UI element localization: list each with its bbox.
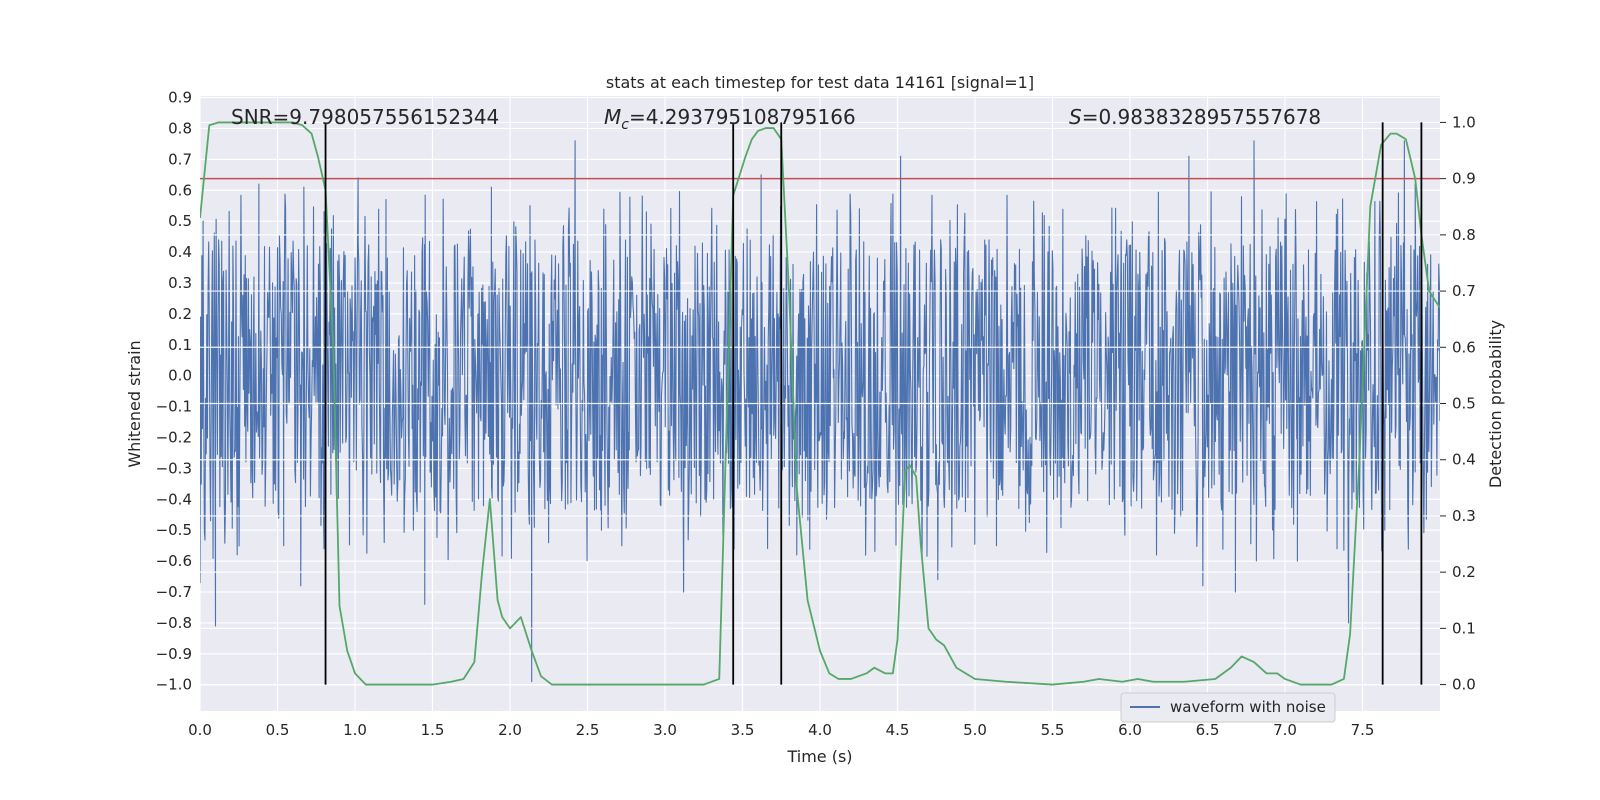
legend-label: waveform with noise	[1170, 698, 1326, 716]
y-tick-label-left: −0.7	[156, 583, 192, 601]
y-tick-label-left: −0.4	[156, 490, 192, 508]
x-tick-label: 2.0	[498, 721, 522, 739]
x-tick-label: 5.0	[963, 721, 987, 739]
y-tick-label-left: 0.5	[168, 212, 192, 230]
x-tick-label: 4.0	[808, 721, 832, 739]
y-tick-label-left: −0.9	[156, 645, 192, 663]
y-tick-label-right: 0.6	[1452, 338, 1476, 356]
y-tick-label-left: 0.9	[168, 89, 192, 107]
y-tick-label-left: 0.4	[168, 243, 192, 261]
y-tick-label-right: 0.8	[1452, 226, 1476, 244]
x-tick-label: 5.5	[1041, 721, 1065, 739]
x-tick-label: 4.5	[886, 721, 910, 739]
y-tick-label-left: −0.3	[156, 459, 192, 477]
score-annotation: S=0.9838328957557678	[1069, 105, 1321, 129]
y-axis-label-right: Detection probability	[1486, 320, 1505, 488]
y-tick-label-left: 0.1	[168, 336, 192, 354]
y-axis-label-left: Whitened strain	[125, 340, 144, 467]
y-tick-label-left: −1.0	[156, 676, 192, 694]
y-tick-label-left: 0.0	[168, 367, 192, 385]
s-value: =0.9838328957557678	[1082, 105, 1321, 129]
y-tick-label-left: 0.2	[168, 305, 192, 323]
chart-title: stats at each timestep for test data 141…	[606, 73, 1034, 92]
legend: waveform with noise	[1120, 692, 1336, 723]
x-axis-ticks: 0.0 0.5 1.0 1.5 2.0 2.5 3.0 3.5 4.0 4.5 5.0 5.5 6.0 6…	[188, 721, 1374, 739]
legend-box	[1120, 692, 1336, 723]
x-tick-label: 7.5	[1351, 721, 1375, 739]
strain-line	[200, 140, 1440, 683]
y-tick-label-left: 0.8	[168, 119, 192, 137]
y-tick-label-right: 0.1	[1452, 619, 1476, 637]
x-tick-label: 0.0	[188, 721, 212, 739]
y-tick-label-right: 0.0	[1452, 676, 1476, 694]
x-tick-label: 0.5	[266, 721, 290, 739]
y-tick-label-left: −0.1	[156, 398, 192, 416]
y-tick-label-right: 0.2	[1452, 563, 1476, 581]
y-tick-label-right: 0.3	[1452, 507, 1476, 525]
y-tick-label-right: 1.0	[1452, 113, 1476, 131]
x-tick-label: 6.5	[1196, 721, 1220, 739]
y-tick-label-left: 0.7	[168, 150, 192, 168]
x-tick-label: 1.5	[421, 721, 445, 739]
x-tick-label: 2.5	[576, 721, 600, 739]
probability-line	[200, 121, 1440, 686]
x-tick-label: 6.0	[1118, 721, 1142, 739]
mc-symbol: M	[604, 105, 621, 129]
y-tick-label-right: 0.7	[1452, 282, 1476, 300]
strain-series	[200, 140, 1440, 683]
y-tick-label-left: −0.5	[156, 521, 192, 539]
y-tick-label-left: 0.6	[168, 181, 192, 199]
y-tick-label-right: 0.4	[1452, 451, 1476, 469]
x-tick-label: 1.0	[343, 721, 367, 739]
snr-annotation: SNR=9.798057556152344	[231, 105, 499, 129]
y-tick-label-left: 0.3	[168, 274, 192, 292]
mc-value: =4.293795108795166	[629, 105, 856, 129]
x-axis-label: Time (s)	[786, 747, 852, 766]
mc-subscript: c	[621, 117, 629, 133]
y-tick-label-left: −0.6	[156, 552, 192, 570]
x-tick-label: 7.0	[1273, 721, 1297, 739]
x-tick-label: 3.5	[731, 721, 755, 739]
y-tick-label-right: 0.5	[1452, 395, 1476, 413]
left-axis-ticks: 0.9 0.8 0.7 0.6 0.5 0.4 0.3 0.2 0.1 0.0 −0.1 −0.2 −0…	[156, 89, 192, 694]
chirp-mass-annotation: Mc=4.293795108795166	[604, 105, 856, 133]
y-tick-label-left: −0.8	[156, 614, 192, 632]
right-axis-ticks: 1.0 0.9 0.8 0.7 0.6 0.5 0.4 0.3 0.2 0.1 0.0	[1440, 113, 1476, 694]
x-tick-label: 3.0	[653, 721, 677, 739]
y-tick-label-left: −0.2	[156, 428, 192, 446]
probability-series	[200, 121, 1440, 686]
y-tick-label-right: 0.9	[1452, 170, 1476, 188]
event-markers	[324, 122, 1423, 685]
s-symbol: S	[1069, 105, 1082, 129]
